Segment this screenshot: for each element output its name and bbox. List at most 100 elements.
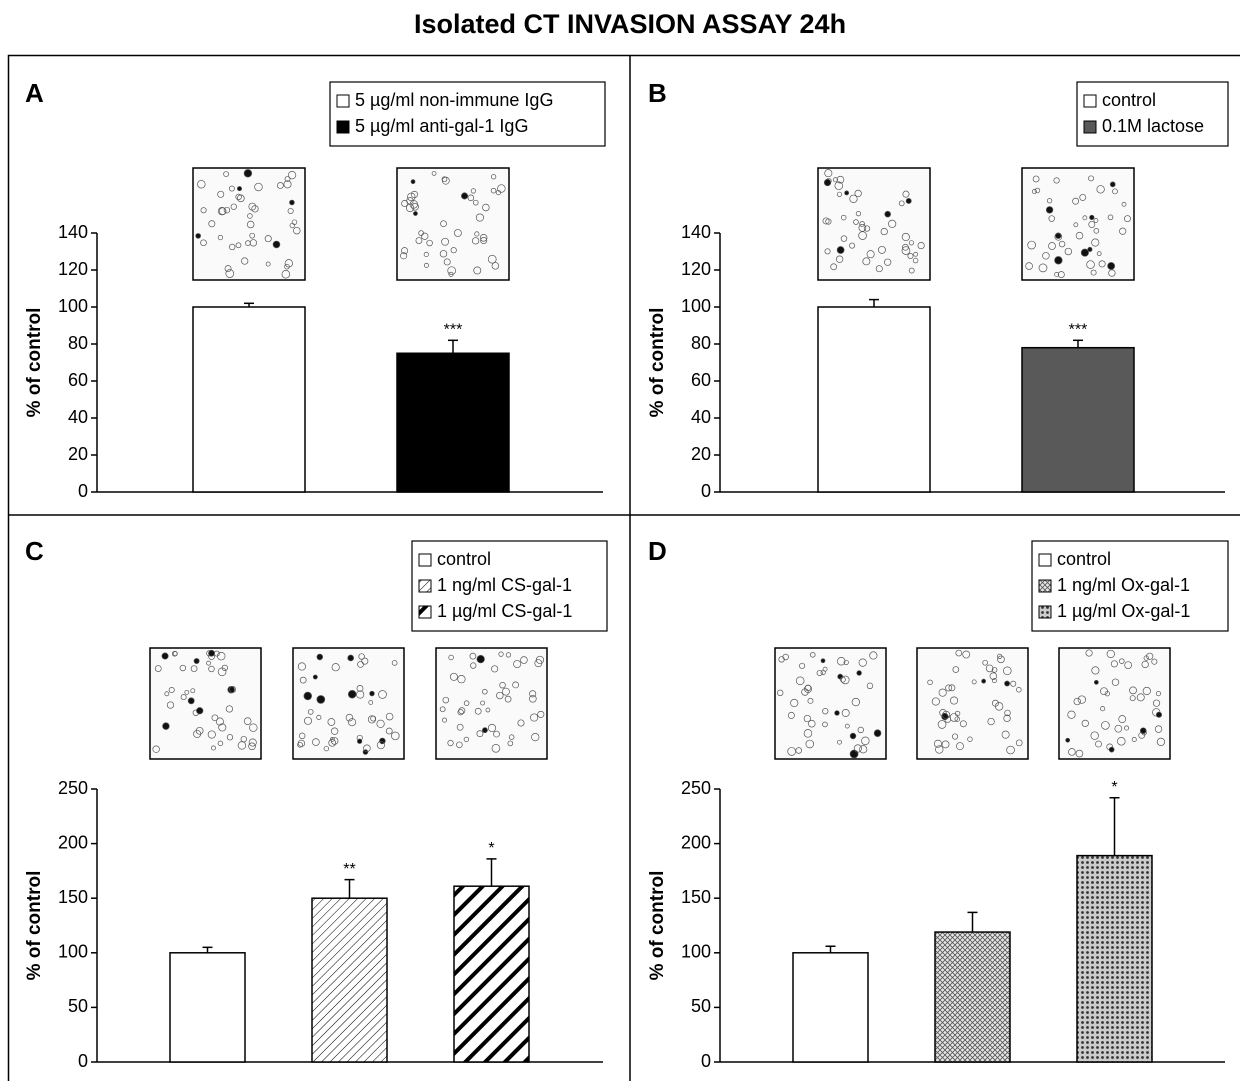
legend-swatch <box>337 95 349 107</box>
y-axis-label: % of control <box>24 871 45 981</box>
legend-swatch <box>1039 606 1051 618</box>
cell <box>1108 262 1115 269</box>
y-tick-label: 0 <box>78 481 88 501</box>
cell <box>845 191 849 195</box>
legend-label: 1 µg/ml CS-gal-1 <box>437 601 572 621</box>
legend-label: control <box>1102 90 1156 110</box>
cell <box>1005 681 1010 686</box>
legend-label: 1 ng/ml Ox-gal-1 <box>1057 575 1190 595</box>
y-axis-label: % of control <box>647 308 668 418</box>
panel-label: C <box>25 536 44 566</box>
cell <box>1046 207 1053 214</box>
y-tick-label: 40 <box>68 407 88 427</box>
bar <box>1022 348 1134 492</box>
micrograph <box>775 648 886 759</box>
cell <box>162 653 168 659</box>
cell <box>411 180 415 184</box>
cell <box>363 750 368 755</box>
error-bar <box>968 912 978 932</box>
bar <box>170 953 245 1062</box>
legend-swatch <box>1039 580 1051 592</box>
cell <box>380 738 386 744</box>
y-tick-label: 140 <box>58 222 88 242</box>
figure-title: Isolated CT INVASION ASSAY 24h <box>414 9 846 39</box>
significance: ** <box>343 861 355 878</box>
micrograph <box>917 648 1028 759</box>
cell <box>477 655 485 663</box>
cell <box>237 187 241 191</box>
cell <box>194 658 199 663</box>
cell <box>837 247 844 254</box>
legend-swatch <box>337 121 349 133</box>
cell <box>348 655 354 661</box>
cell <box>370 691 375 696</box>
micrograph <box>150 648 261 759</box>
error-bar <box>448 340 458 353</box>
error-bar <box>869 300 879 307</box>
y-tick-label: 0 <box>701 1051 711 1071</box>
legend-label: control <box>437 549 491 569</box>
cell <box>244 169 252 177</box>
cell <box>209 650 215 656</box>
micrograph <box>818 168 930 280</box>
legend-label: 1 µg/ml Ox-gal-1 <box>1057 601 1190 621</box>
legend-swatch <box>419 606 431 618</box>
legend-swatch <box>1084 121 1096 133</box>
cell <box>1094 680 1098 684</box>
cell <box>838 674 843 679</box>
error-bar <box>345 880 355 899</box>
bar <box>818 307 930 492</box>
cell <box>304 692 312 700</box>
cell <box>885 211 891 217</box>
y-tick-label: 200 <box>681 832 711 852</box>
cell <box>413 211 417 215</box>
y-tick-label: 200 <box>58 832 88 852</box>
cell <box>313 675 317 679</box>
y-tick-label: 250 <box>681 778 711 798</box>
error-bar <box>1073 340 1083 347</box>
legend-swatch <box>419 580 431 592</box>
micrograph-frame <box>917 648 1028 759</box>
cell <box>461 193 467 199</box>
micrograph <box>397 168 509 280</box>
cell <box>1055 257 1063 265</box>
micrograph-frame <box>293 648 404 759</box>
legend-label: 5 µg/ml non-immune IgG <box>355 90 553 110</box>
cell <box>289 200 294 205</box>
y-tick-label: 150 <box>681 887 711 907</box>
cell <box>196 233 201 238</box>
bar <box>935 932 1010 1062</box>
y-tick-label: 100 <box>58 296 88 316</box>
cell <box>1109 747 1114 752</box>
bar <box>312 898 387 1062</box>
y-tick-label: 0 <box>701 481 711 501</box>
legend-label: 1 ng/ml CS-gal-1 <box>437 575 572 595</box>
micrograph-frame <box>193 168 305 280</box>
y-tick-label: 40 <box>691 407 711 427</box>
cell <box>982 679 986 683</box>
cell <box>824 179 831 186</box>
significance: *** <box>444 322 463 339</box>
y-tick-label: 100 <box>681 296 711 316</box>
bar <box>193 307 305 492</box>
error-bar <box>203 947 213 952</box>
y-tick-label: 250 <box>58 778 88 798</box>
legend-swatch <box>1084 95 1096 107</box>
legend-label: 5 µg/ml anti-gal-1 IgG <box>355 116 528 136</box>
cell <box>348 690 356 698</box>
cell <box>906 198 911 203</box>
cell <box>1088 247 1092 251</box>
y-tick-label: 50 <box>691 996 711 1016</box>
legend-label: 0.1M lactose <box>1102 116 1204 136</box>
y-axis-label: % of control <box>647 871 668 981</box>
cell <box>188 698 194 704</box>
bar <box>793 953 868 1062</box>
cell <box>1140 728 1146 734</box>
bar <box>454 886 529 1062</box>
cell <box>357 739 362 744</box>
y-tick-label: 60 <box>68 370 88 390</box>
y-tick-label: 100 <box>681 942 711 962</box>
micrograph <box>1022 168 1134 280</box>
y-tick-label: 0 <box>78 1051 88 1071</box>
